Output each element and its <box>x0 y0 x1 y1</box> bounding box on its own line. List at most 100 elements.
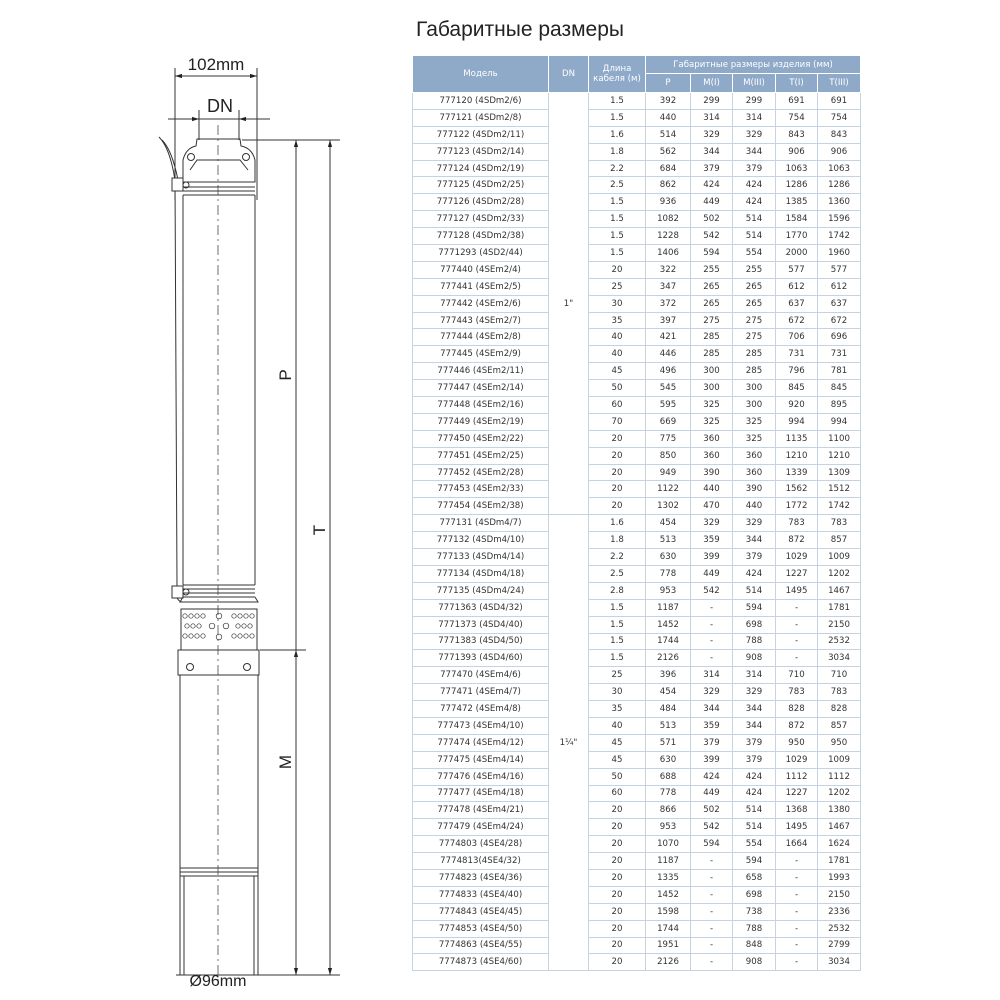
cell-model: 7774803 (4SE4/28) <box>412 835 549 854</box>
cell-m1: 440 <box>690 480 733 499</box>
table-row: 777452 (4SEm2/28) 20 949 390 360 1339 1309 <box>412 463 861 482</box>
cell-p: 392 <box>645 92 691 110</box>
cell-p: 545 <box>645 379 691 398</box>
cell-p: 953 <box>645 818 691 837</box>
t-label: T <box>310 525 329 535</box>
cell-cable: 20 <box>588 260 646 279</box>
cell-t3: 1100 <box>817 429 861 448</box>
cell-t1: 1339 <box>775 463 818 482</box>
cell-cable: 20 <box>588 885 646 904</box>
cell-p: 669 <box>645 412 691 431</box>
cell-t3: 577 <box>817 260 861 279</box>
table-row: 7774823 (4SE4/36) 20 1335-658-1993 <box>412 868 861 887</box>
cell-cable: 45 <box>588 733 646 752</box>
cell-model: 7774853 (4SE4/50) <box>412 919 549 938</box>
cell-m1: 329 <box>690 683 733 702</box>
cell-t1: 1495 <box>775 581 818 600</box>
cell-cable: 35 <box>588 311 646 330</box>
cell-model: 777474 (4SEm4/12) <box>412 733 549 752</box>
cell-model: 777134 (4SDm4/18) <box>412 564 549 583</box>
cell-cable: 1.8 <box>588 531 646 550</box>
cell-model: 777475 (4SEm4/14) <box>412 750 549 769</box>
cell-model: 7774843 (4SE4/45) <box>412 902 549 921</box>
cell-m1: 594 <box>690 835 733 854</box>
cell-cable: 30 <box>588 294 646 313</box>
cell-cable: 2.2 <box>588 548 646 566</box>
cell-p: 1744 <box>645 919 691 938</box>
cell-m1: - <box>690 649 733 668</box>
cell-t1: 796 <box>775 362 818 381</box>
cell-m3: 314 <box>732 666 776 685</box>
cell-p: 778 <box>645 564 691 583</box>
cell-model: 777470 (4SEm4/6) <box>412 666 549 685</box>
cell-model: 7774833 (4SE4/40) <box>412 885 549 904</box>
cell-p: 513 <box>645 716 691 735</box>
cell-model: 777442 (4SEm2/6) <box>412 294 549 313</box>
cell-cable: 45 <box>588 750 646 769</box>
cell-p: 496 <box>645 362 691 381</box>
cell-m1: 502 <box>690 210 733 229</box>
table-row: 777127 (4SDm2/33) 1.5 1082 502 514 1584 1596 <box>412 210 861 229</box>
cell-t3: 731 <box>817 345 861 364</box>
cell-cable: 1.5 <box>588 108 646 127</box>
cell-t1: - <box>775 852 818 870</box>
cell-cable: 20 <box>588 818 646 837</box>
cell-t1: 843 <box>775 125 818 144</box>
cell-m3: 554 <box>732 835 776 854</box>
cell-t1: 1562 <box>775 480 818 499</box>
cell-t1: 872 <box>775 716 818 735</box>
cell-t3: 1202 <box>817 784 861 803</box>
pump-dimension-drawing: 102mm DN Ø96mm <box>158 55 340 990</box>
header-model: Модель <box>412 55 549 93</box>
cell-t3: 1467 <box>817 818 861 837</box>
cell-p: 446 <box>645 345 691 364</box>
cell-m1: 360 <box>690 429 733 448</box>
cell-model: 777450 (4SEm2/22) <box>412 429 549 448</box>
cell-t3: 1467 <box>817 581 861 600</box>
cell-p: 684 <box>645 159 691 178</box>
cell-t1: 1584 <box>775 210 818 229</box>
cell-m3: 788 <box>732 919 776 938</box>
cell-m3: 424 <box>732 564 776 583</box>
cell-model: 7771293 (4SD2/44) <box>412 244 549 262</box>
cell-m1: 325 <box>690 396 733 414</box>
cell-t3: 2336 <box>817 902 861 921</box>
cell-m1: - <box>690 868 733 887</box>
table-row: 777470 (4SEm4/6) 25 396 314 314 710 710 <box>412 666 861 685</box>
cell-t3: 1781 <box>817 598 861 617</box>
cell-m3: 594 <box>732 852 776 870</box>
cell-m1: 314 <box>690 108 733 127</box>
table-row: 7771293 (4SD2/44) 1.5 1406 594 554 2000 1960 <box>412 244 861 262</box>
cell-m1: - <box>690 902 733 921</box>
cell-m3: 698 <box>732 615 776 634</box>
cell-m3: 275 <box>732 311 776 330</box>
cell-t3: 672 <box>817 311 861 330</box>
cell-t3: 754 <box>817 108 861 127</box>
cell-p: 1452 <box>645 615 691 634</box>
cell-model: 777441 (4SEm2/5) <box>412 277 549 296</box>
table-row: 777478 (4SEm4/21) 20 866 502 514 1368 1380 <box>412 801 861 820</box>
cell-t1: 710 <box>775 666 818 685</box>
table-row: 777453 (4SEm2/33) 20 1122 440 390 1562 1512 <box>412 480 861 499</box>
cell-m1: 424 <box>690 767 733 786</box>
cell-model: 777124 (4SDm2/19) <box>412 159 549 178</box>
cell-m1: 344 <box>690 700 733 718</box>
cell-t1: 1368 <box>775 801 818 820</box>
cell-m1: 594 <box>690 244 733 262</box>
cell-cable: 50 <box>588 379 646 398</box>
cell-m1: 314 <box>690 666 733 685</box>
cell-cable: 1.5 <box>588 598 646 617</box>
cell-m3: 275 <box>732 328 776 347</box>
cell-p: 850 <box>645 446 691 465</box>
cell-t3: 2532 <box>817 919 861 938</box>
table-row: 777449 (4SEm2/19) 70 669 325 325 994 994 <box>412 412 861 431</box>
dn-label: DN <box>207 96 233 116</box>
cell-cable: 1.5 <box>588 92 646 110</box>
cell-m3: 360 <box>732 463 776 482</box>
cell-model: 777473 (4SEm4/10) <box>412 716 549 735</box>
cell-model: 777121 (4SDm2/8) <box>412 108 549 127</box>
header-m3: M(III) <box>732 73 776 93</box>
table-row: 7774873 (4SE4/60) 20 2126-908-3034 <box>412 953 861 972</box>
cell-cable: 25 <box>588 666 646 685</box>
cell-t3: 1781 <box>817 852 861 870</box>
